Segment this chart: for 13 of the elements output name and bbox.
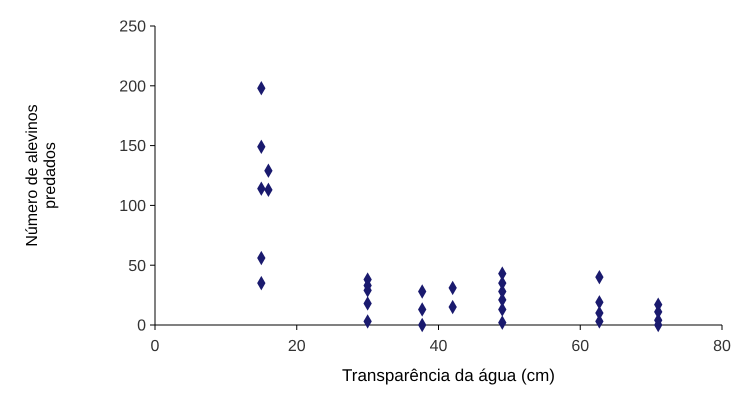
- x-tick-label: 20: [288, 338, 306, 355]
- x-axis-title: Transparência da água (cm): [342, 366, 555, 385]
- x-tick-label: 80: [713, 338, 731, 355]
- y-tick-label: 0: [137, 318, 146, 335]
- x-tick-label: 0: [150, 338, 160, 355]
- y-tick-label: 250: [119, 18, 146, 36]
- y-tick-label: 150: [119, 138, 146, 156]
- x-tick-label: 60: [571, 338, 590, 355]
- y-tick-label: 200: [119, 78, 146, 96]
- y-axis-title: Número de alevinos predados: [24, 104, 60, 247]
- x-tick-label: 40: [430, 338, 448, 355]
- y-tick-label: 100: [119, 198, 146, 215]
- y-tick-label: 50: [128, 258, 146, 275]
